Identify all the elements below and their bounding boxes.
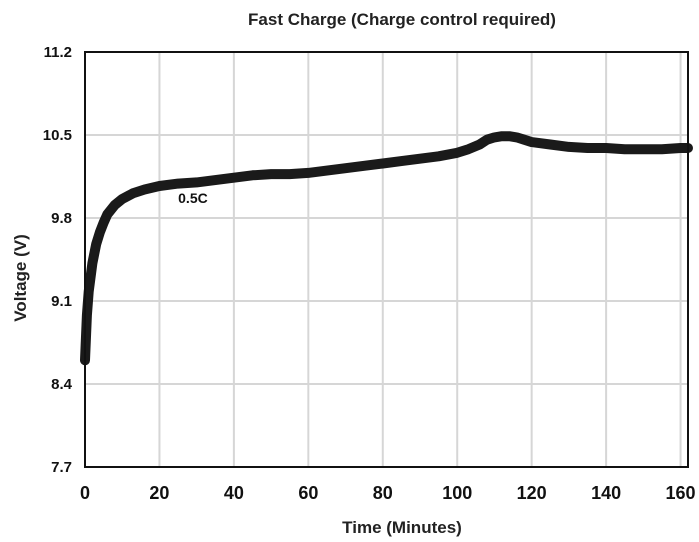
series-group: [80, 131, 693, 366]
y-tick-label: 9.8: [51, 210, 72, 227]
annotation-label: 0.5C: [178, 190, 208, 206]
y-tick-label: 11.2: [44, 44, 72, 61]
x-tick-label: 160: [666, 483, 696, 503]
x-tick-label: 60: [298, 483, 318, 503]
y-tick-label: 7.7: [51, 459, 72, 476]
annotations: 0.5C: [178, 190, 208, 206]
y-tick-label: 9.1: [51, 293, 72, 310]
x-tick-label: 80: [373, 483, 393, 503]
y-tick-label: 8.4: [51, 376, 73, 393]
x-tick-label: 140: [591, 483, 621, 503]
y-tick-labels: 7.7 8.4 9.1 9.8 10.5 11.2: [43, 44, 73, 476]
x-tick-label: 100: [442, 483, 472, 503]
x-tick-label: 0: [80, 483, 90, 503]
x-tick-label: 120: [517, 483, 547, 503]
y-tick-label: 10.5: [43, 127, 72, 144]
x-axis-label: Time (Minutes): [342, 518, 462, 537]
grid-lines: [84, 51, 688, 468]
plot-frame: [84, 51, 689, 468]
x-tick-labels: 0 20 40 60 80 100 120 140 160: [80, 483, 696, 503]
x-tick-label: 40: [224, 483, 244, 503]
y-axis-label: Voltage (V): [11, 234, 30, 322]
x-tick-label: 20: [149, 483, 169, 503]
chart-title: Fast Charge (Charge control required): [248, 10, 556, 29]
series-line: [80, 131, 693, 366]
